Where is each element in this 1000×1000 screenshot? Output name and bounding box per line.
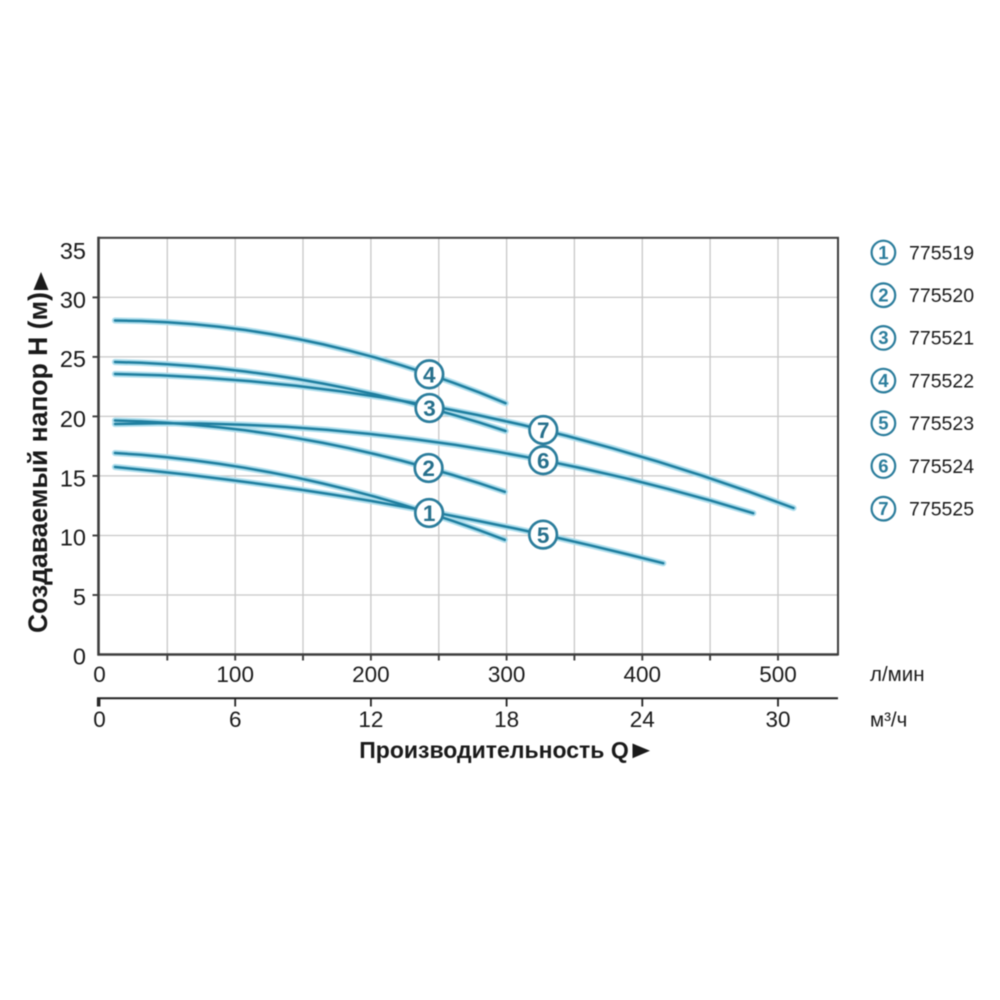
svg-text:Создаваемый напор H (м): Создаваемый напор H (м) <box>23 292 53 633</box>
svg-text:4: 4 <box>878 370 889 391</box>
svg-text:6: 6 <box>537 448 550 473</box>
svg-text:15: 15 <box>60 465 86 491</box>
svg-text:5: 5 <box>878 413 888 434</box>
svg-text:л/мин: л/мин <box>870 663 925 686</box>
svg-text:775519: 775519 <box>909 242 974 264</box>
svg-text:0: 0 <box>93 662 106 687</box>
svg-text:м³/ч: м³/ч <box>870 709 907 732</box>
svg-text:10: 10 <box>60 525 86 551</box>
svg-text:6: 6 <box>229 707 242 732</box>
svg-text:35: 35 <box>60 238 86 264</box>
svg-text:7: 7 <box>878 498 888 519</box>
svg-text:30: 30 <box>765 707 790 732</box>
svg-text:24: 24 <box>630 707 655 732</box>
svg-text:7: 7 <box>537 418 550 443</box>
svg-text:1: 1 <box>423 501 436 526</box>
svg-text:30: 30 <box>60 287 86 313</box>
svg-text:2: 2 <box>878 285 888 306</box>
svg-text:5: 5 <box>73 584 86 610</box>
svg-text:2: 2 <box>422 456 435 481</box>
svg-text:300: 300 <box>488 662 526 687</box>
svg-text:3: 3 <box>423 396 436 421</box>
svg-text:6: 6 <box>878 455 888 476</box>
svg-text:775524: 775524 <box>909 456 974 478</box>
svg-text:3: 3 <box>878 327 888 348</box>
svg-text:775522: 775522 <box>909 370 974 392</box>
svg-text:0: 0 <box>93 707 106 732</box>
svg-text:400: 400 <box>624 662 662 687</box>
svg-text:100: 100 <box>216 662 254 687</box>
svg-text:20: 20 <box>60 406 86 432</box>
svg-text:775523: 775523 <box>909 413 974 435</box>
svg-text:Производительность Q: Производительность Q <box>359 737 628 763</box>
svg-text:775521: 775521 <box>909 328 974 350</box>
svg-text:1: 1 <box>878 242 888 263</box>
svg-text:775520: 775520 <box>909 285 974 307</box>
svg-text:25: 25 <box>60 346 86 372</box>
svg-text:5: 5 <box>537 523 550 548</box>
svg-text:500: 500 <box>759 662 797 687</box>
svg-text:0: 0 <box>73 643 86 669</box>
svg-text:775525: 775525 <box>909 499 974 521</box>
svg-text:12: 12 <box>358 707 383 732</box>
svg-text:18: 18 <box>494 707 519 732</box>
svg-text:4: 4 <box>423 363 436 388</box>
svg-text:200: 200 <box>352 662 390 687</box>
